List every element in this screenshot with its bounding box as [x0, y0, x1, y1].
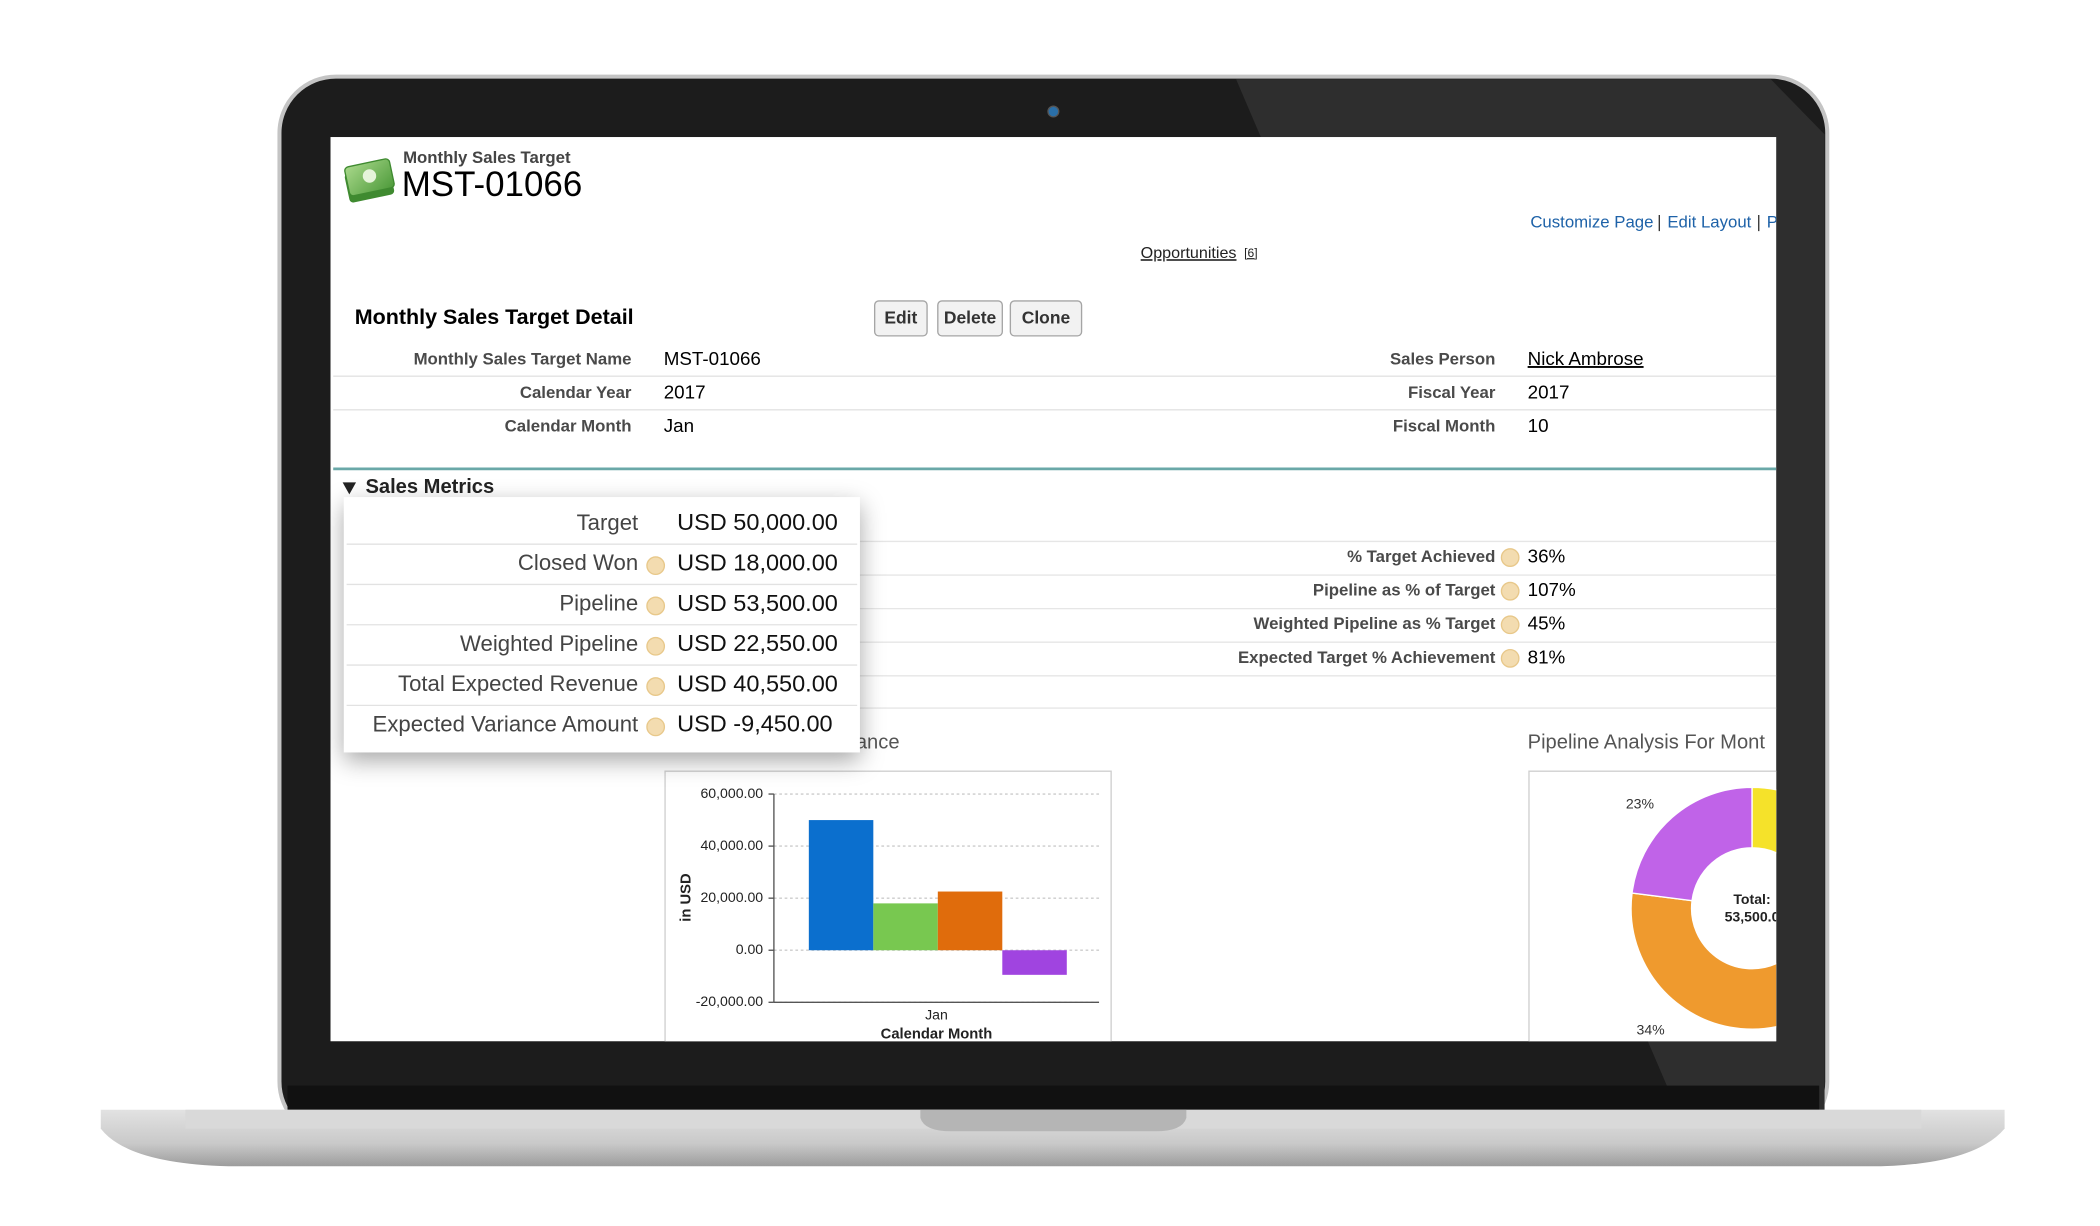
field-label: Calendar Year — [520, 383, 632, 402]
field-label: Monthly Sales Target Name — [414, 350, 632, 369]
y-axis-title: in USD — [678, 873, 694, 922]
field-label: Fiscal Month — [1393, 417, 1496, 436]
help-icon — [646, 677, 666, 696]
section-title: Sales Metrics — [365, 476, 494, 498]
y-tick-label: 40,000.00 — [700, 837, 763, 853]
metric-value: 45% — [1528, 613, 1566, 634]
help-icon — [1500, 615, 1520, 635]
top-link[interactable]: P — [1767, 212, 1778, 231]
metric-value: USD 22,550.00 — [677, 630, 838, 656]
button[interactable] — [1009, 300, 1083, 337]
button[interactable] — [937, 300, 1003, 337]
top-link[interactable]: Edit Layout — [1667, 212, 1751, 231]
slice-label: 34% — [1636, 1022, 1665, 1038]
help-icon — [1500, 648, 1520, 668]
center-label: 53,500.0 — [1725, 908, 1780, 924]
button[interactable] — [873, 300, 928, 337]
field-value[interactable]: Nick Ambrose — [1528, 348, 1644, 369]
help-icon — [1500, 581, 1520, 601]
metric-value: USD -9,450.00 — [677, 711, 832, 737]
field-label: Calendar Month — [505, 417, 632, 436]
field-value: 2017 — [1528, 382, 1570, 403]
slice-label: 23% — [1626, 795, 1655, 811]
center-label: Total: — [1733, 891, 1770, 907]
bar — [937, 891, 1003, 951]
y-tick-label: 0.00 — [736, 941, 764, 957]
record-name: MST-01066 — [402, 165, 583, 204]
metric-label: Expected Variance Amount — [373, 711, 639, 736]
record-icon — [344, 158, 395, 203]
metric-value: USD 18,000.00 — [677, 549, 838, 575]
metrics-popup: Target USD 50,000.00 Closed Won USD 18,000.… — [343, 497, 860, 753]
donut-slice — [1630, 892, 1777, 1030]
section-title: Monthly Sales Target Detail — [355, 305, 634, 329]
top-link[interactable]: Customize Page — [1530, 212, 1653, 231]
bar — [1002, 950, 1067, 975]
bar — [808, 820, 874, 951]
object-type: Monthly Sales Target — [403, 148, 571, 167]
button-label[interactable]: Edit — [884, 308, 917, 328]
help-icon — [646, 596, 666, 616]
chart-title: ance — [856, 731, 900, 753]
metric-value: USD 50,000.00 — [677, 509, 838, 535]
field-value: MST-01066 — [664, 348, 761, 369]
metric-label: Weighted Pipeline — [460, 631, 638, 656]
help-icon — [646, 636, 666, 656]
metric-label: Expected Target % Achievement — [1238, 648, 1496, 667]
y-tick-label: -20,000.00 — [696, 993, 764, 1009]
metric-value: USD 53,500.00 — [677, 590, 838, 616]
metric-label: Pipeline as % of Target — [1313, 581, 1496, 600]
help-icon — [646, 717, 666, 737]
metric-value: 107% — [1528, 579, 1576, 600]
metric-label: Closed Won — [518, 550, 638, 575]
collapse-arrow — [342, 482, 357, 495]
field-value: 10 — [1528, 415, 1549, 436]
y-tick-label: 20,000.00 — [700, 889, 763, 905]
button-label[interactable]: Clone — [1022, 308, 1071, 328]
donut-slice — [1751, 786, 1777, 854]
button-label[interactable]: Delete — [944, 308, 997, 328]
notch — [920, 1109, 1187, 1132]
help-icon — [1500, 548, 1520, 567]
field-label: Fiscal Year — [1408, 383, 1496, 402]
metric-value: 36% — [1528, 546, 1566, 567]
donut-slice — [1631, 786, 1753, 902]
chart-title: Pipeline Analysis For Mont — [1528, 731, 1766, 753]
metric-value: USD 40,550.00 — [677, 670, 838, 696]
camera — [1047, 105, 1060, 118]
metric-label: Pipeline — [559, 590, 638, 615]
metric-label: Target — [577, 510, 639, 535]
related-link[interactable]: Opportunities — [1141, 244, 1237, 262]
help-icon — [646, 556, 666, 576]
field-value: Jan — [664, 415, 694, 436]
x-axis-title: Calendar Month — [881, 1026, 993, 1042]
y-tick-label: 60,000.00 — [700, 785, 763, 801]
field-label: Sales Person — [1390, 350, 1495, 369]
bar — [873, 903, 938, 951]
metric-value: 81% — [1528, 646, 1566, 667]
metric-label: % Target Achieved — [1347, 547, 1495, 566]
metric-label: Total Expected Revenue — [398, 671, 638, 696]
related-count: [6] — [1244, 246, 1257, 260]
field-value: 2017 — [664, 382, 706, 403]
x-tick-label: Jan — [925, 1006, 948, 1022]
metric-label: Weighted Pipeline as % Target — [1254, 614, 1496, 633]
